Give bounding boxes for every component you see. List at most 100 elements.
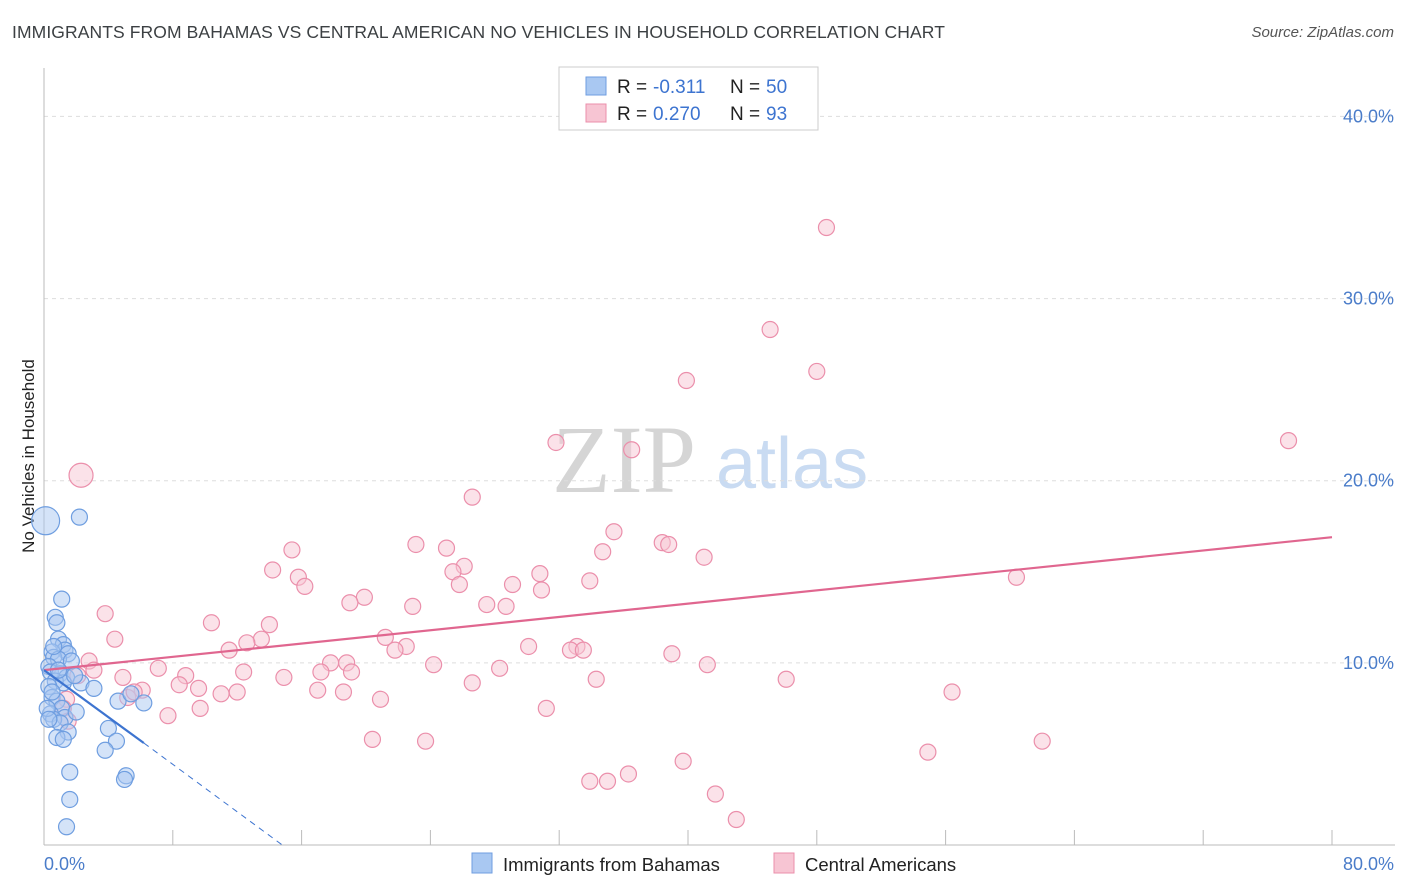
bahamas-point-45 (43, 683, 61, 701)
bahamas-point-36 (61, 763, 79, 781)
bahamas-point-35 (96, 741, 114, 759)
central-americans-point-24 (296, 577, 314, 595)
central-americans-point-27 (532, 581, 551, 599)
legend-n-label-bahamas: N = (730, 77, 760, 98)
central-americans-point-60 (114, 668, 132, 687)
bahamas-point-48 (65, 667, 84, 685)
bottom-legend-swatch-bahamas (471, 852, 493, 874)
central-americans-point-11 (660, 535, 678, 554)
central-americans-point-39 (238, 634, 256, 652)
central-americans-point-32 (404, 597, 422, 615)
bahamas-point-33 (54, 730, 72, 748)
x-tick-label-0: 0.0% (44, 854, 85, 874)
central-americans-point-36 (106, 630, 124, 648)
central-americans-point-26 (503, 575, 522, 594)
bahamas-point-30 (99, 719, 118, 738)
legend-n-value-central-americans: 93 (766, 104, 787, 125)
bahamas-point-40 (57, 818, 76, 836)
central-americans-point-23 (1007, 568, 1026, 586)
central-americans-point-52 (698, 656, 716, 674)
central-americans-point-75 (371, 690, 390, 708)
central-americans-point-22 (581, 572, 599, 590)
watermark: ZIP atlas (552, 406, 868, 513)
legend-r-value-central-americans: 0.270 (653, 104, 701, 125)
central-americans-point-14 (283, 541, 301, 559)
central-americans-point-72 (212, 685, 230, 703)
y-tick-label-0: 10.0% (1343, 653, 1394, 673)
bahamas-point-24 (135, 694, 153, 712)
central-americans-point-89 (706, 785, 724, 803)
central-americans-point-43 (386, 641, 404, 659)
central-americans-point-8 (463, 488, 481, 506)
central-americans-point-83 (1033, 732, 1051, 750)
central-americans-point-30 (478, 595, 496, 614)
central-americans-point-63 (777, 670, 795, 688)
central-americans-point-5 (547, 433, 565, 452)
central-americans-point-55 (235, 663, 253, 681)
central-americans-point-15 (594, 543, 612, 561)
bottom-legend-swatch-central-americans (773, 852, 795, 874)
central-americans-point-88 (581, 772, 599, 790)
central-americans-point-1 (761, 320, 779, 339)
watermark-atlas: atlas (716, 424, 868, 504)
central-americans-point-47 (663, 645, 681, 663)
central-americans-point-54 (491, 659, 509, 677)
central-americans-point-9 (605, 523, 623, 541)
trend-lines (43, 536, 1333, 846)
source-credit: Source: ZipAtlas.com (1251, 24, 1394, 41)
central-americans-point-61 (275, 668, 293, 687)
central-americans-point-70 (228, 683, 246, 701)
central-americans-point-82 (416, 732, 435, 750)
legend: R = -0.311 N = 50 R = 0.270 N = 93 (558, 66, 819, 131)
x-tick-labels: 0.0% 80.0% (44, 854, 1394, 874)
x-tick-label-1: 80.0% (1343, 854, 1394, 874)
central-americans-point-51 (425, 656, 443, 674)
bahamas-trend-line (43, 669, 145, 744)
bahamas-point-1 (70, 508, 89, 526)
bahamas-point-47 (45, 637, 63, 656)
chart-title: IMMIGRANTS FROM BAHAMAS VS CENTRAL AMERI… (12, 22, 945, 42)
legend-r-label-bahamas: R = (617, 77, 647, 98)
central-americans-point-38 (252, 630, 270, 648)
bahamas-point-23 (109, 692, 127, 710)
y-tick-labels: 10.0% 20.0% 30.0% 40.0% (1343, 106, 1394, 672)
bahamas-point-2 (53, 590, 71, 608)
central-americans-point-65 (170, 676, 188, 694)
central-americans-point-12 (407, 535, 425, 554)
central-americans-point-69 (334, 683, 353, 701)
central-americans-point-3 (677, 371, 695, 390)
central-americans-point-53 (149, 659, 167, 677)
central-americans-point-7 (68, 462, 94, 488)
central-americans-point-87 (598, 772, 617, 790)
y-tick-label-1: 20.0% (1343, 471, 1394, 491)
bahamas-point-0 (31, 506, 61, 536)
central-americans-point-4 (1279, 432, 1298, 450)
bahamas-point-44 (67, 703, 85, 721)
central-americans-point-86 (619, 765, 638, 783)
bahamas-point-39 (61, 790, 79, 809)
central-americans-point-35 (260, 616, 278, 634)
central-americans-point-68 (309, 681, 327, 699)
central-americans-point-6 (623, 441, 641, 459)
bottom-legend: Immigrants from Bahamas Central American… (471, 852, 956, 875)
legend-r-value-bahamas: -0.311 (653, 77, 705, 98)
central-americans-point-25 (450, 575, 468, 594)
central-americans-point-90 (727, 810, 745, 829)
bahamas-point-38 (115, 770, 134, 789)
y-axis-label: No Vehicles in Household (19, 359, 38, 553)
legend-n-label-central-americans: N = (730, 104, 760, 125)
legend-swatch-bahamas (585, 76, 607, 96)
central-americans-point-56 (312, 663, 330, 681)
central-americans-point-81 (363, 730, 382, 748)
central-americans-point-0 (817, 218, 836, 237)
central-americans-point-18 (264, 561, 282, 579)
central-americans-point-29 (341, 594, 359, 612)
bahamas-trend-line-extension (143, 742, 283, 846)
bottom-legend-label-central-americans: Central Americans (805, 854, 956, 875)
central-americans-trend-line (43, 536, 1333, 672)
legend-r-label-central-americans: R = (617, 104, 647, 125)
y-tick-label-2: 30.0% (1343, 289, 1394, 309)
bahamas-point-34 (107, 732, 126, 750)
central-americans-point-37 (376, 628, 394, 646)
